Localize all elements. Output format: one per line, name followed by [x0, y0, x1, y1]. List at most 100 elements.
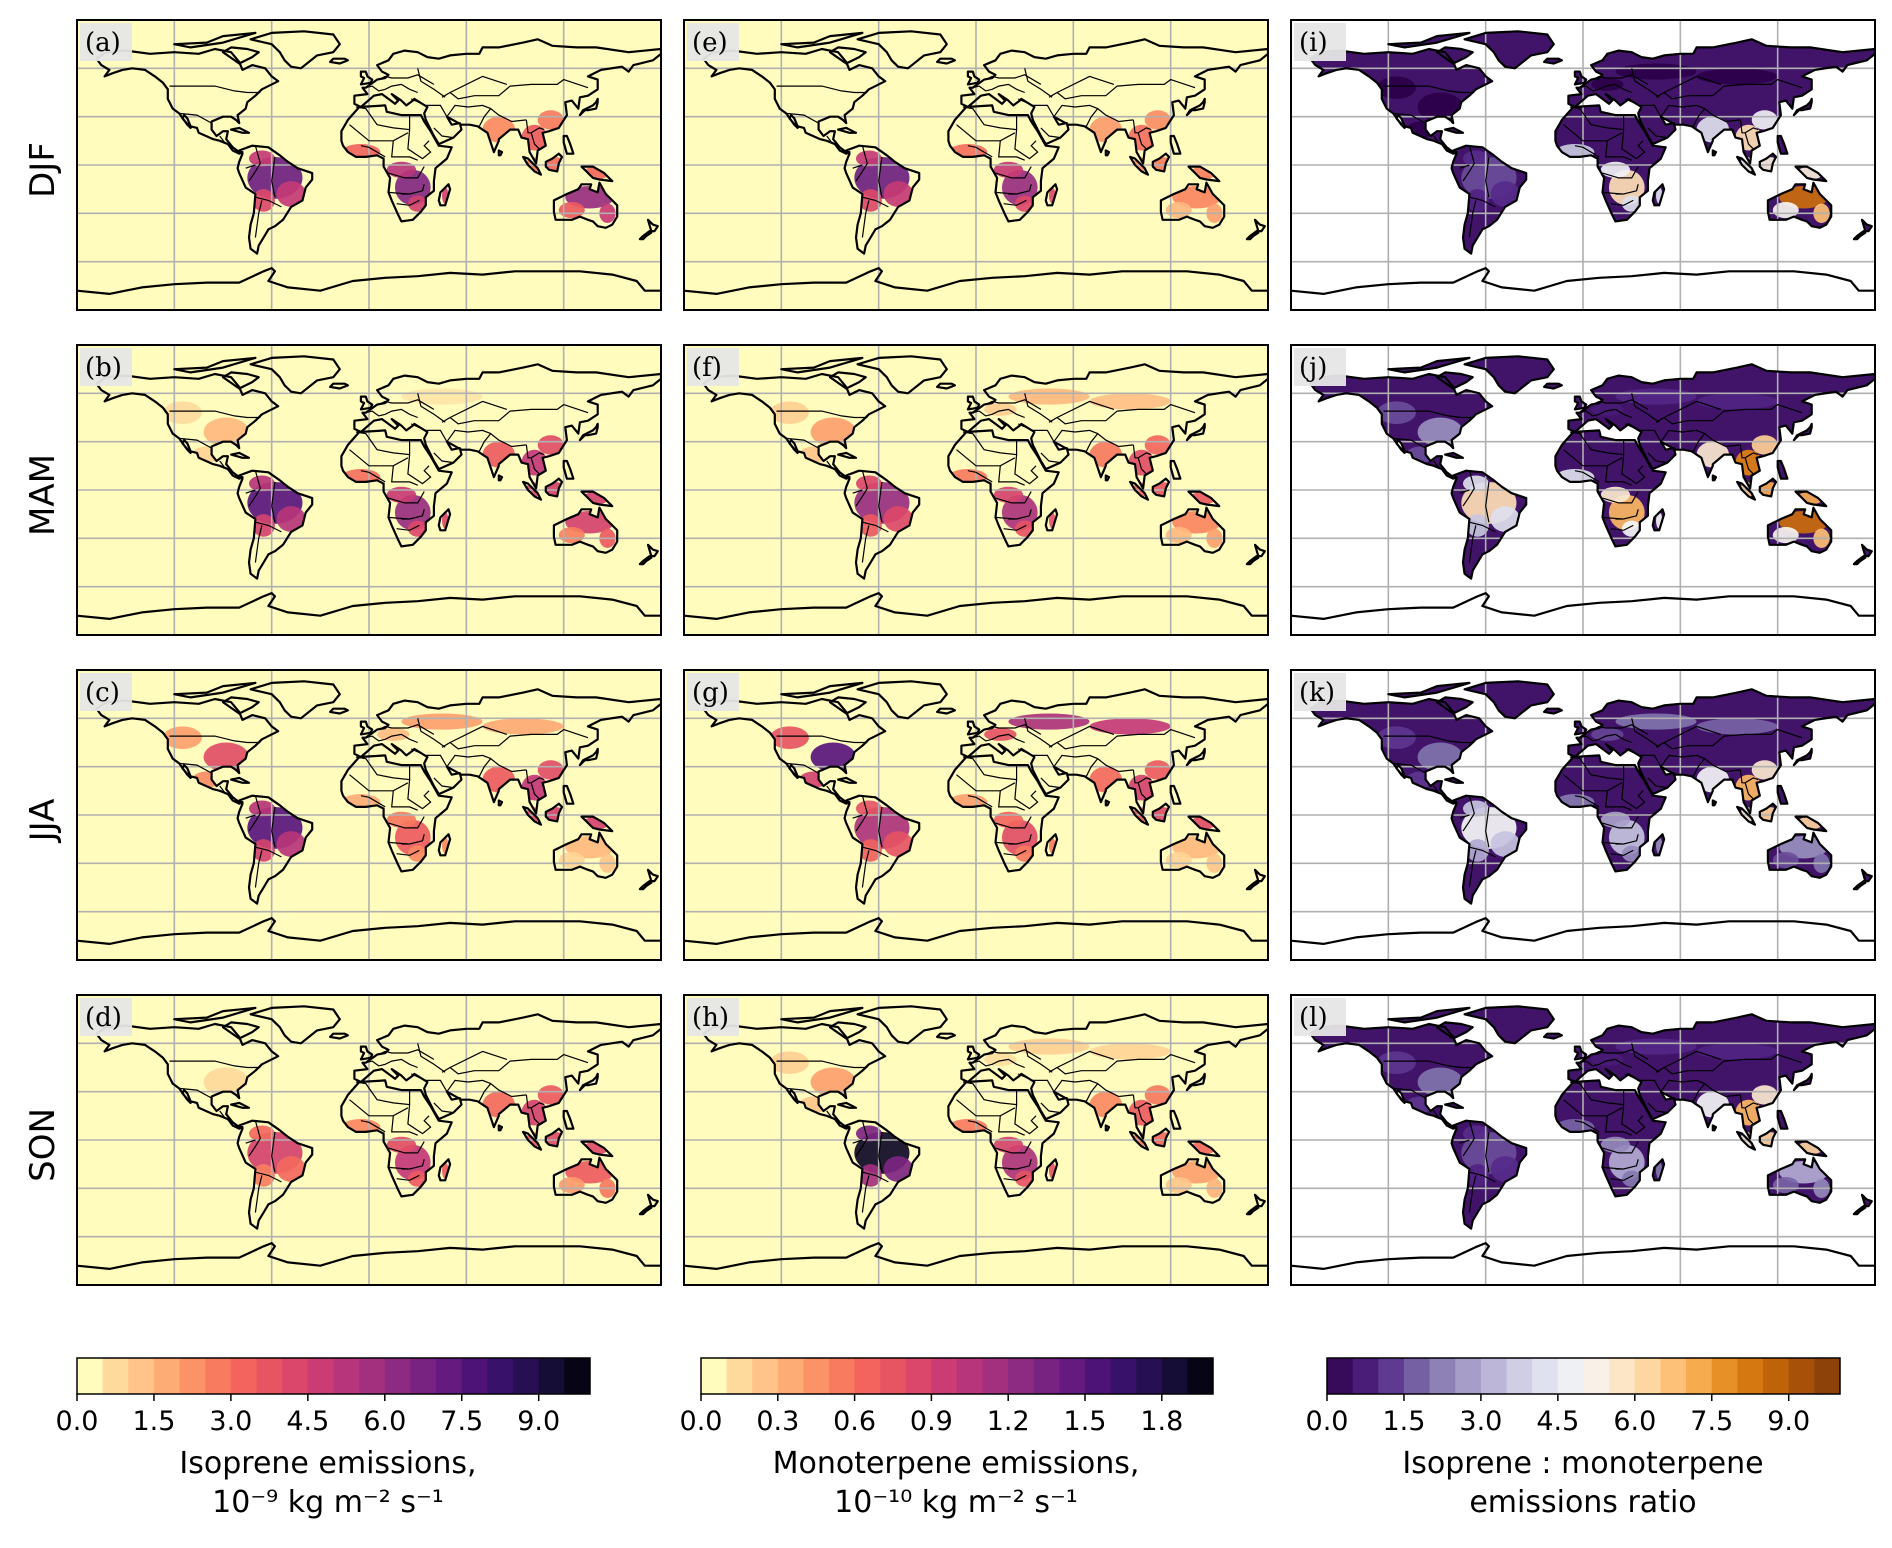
colorbar-cell — [1187, 1358, 1214, 1394]
country-border — [1602, 516, 1622, 520]
panel-label: (h) — [692, 1003, 729, 1033]
country-border — [245, 489, 256, 494]
country-border — [1040, 452, 1061, 464]
coastline-phil — [562, 1109, 575, 1130]
emission-cell-na_east — [1376, 401, 1416, 424]
country-border — [396, 199, 420, 206]
country-border — [530, 457, 540, 475]
country-border — [1574, 1120, 1600, 1133]
country-border — [1017, 1073, 1098, 1093]
emission-cell-se_asia — [1144, 435, 1171, 455]
colorbar-cell — [384, 1358, 411, 1394]
coastline-greenland — [1463, 355, 1555, 395]
country-border — [1017, 98, 1098, 118]
country-border — [391, 140, 418, 161]
country-border — [1579, 83, 1632, 94]
country-border — [1602, 191, 1622, 195]
country-border — [388, 191, 408, 195]
emission-cell-amazon — [855, 150, 882, 167]
gridlines — [684, 670, 1268, 960]
emission-cell-se_asia — [537, 110, 564, 130]
country-border — [1393, 112, 1426, 124]
colorbar-tick-label: 4.5 — [1536, 1406, 1579, 1437]
emission-cell-amazon — [248, 800, 275, 817]
colorbar-cell — [982, 1358, 1009, 1394]
colorbar-cell — [1429, 1358, 1456, 1394]
country-border — [878, 156, 883, 198]
colorbar-ratio-ticks: 0.0 1.5 3.0 4.5 6.0 7.5 9.0 — [1306, 1394, 1810, 1437]
country-border — [985, 724, 1042, 735]
coastline-northamerica — [95, 372, 280, 480]
map-panel-jja-ratio: (k) — [1290, 669, 1876, 961]
coastlines — [77, 680, 661, 945]
coastline-japan — [1792, 747, 1813, 767]
country-border — [1003, 1174, 1027, 1181]
emission-cell-eurasia — [1008, 713, 1090, 730]
country-border — [1563, 449, 1623, 467]
country-border — [365, 733, 418, 744]
coastline-australia — [1766, 1156, 1833, 1204]
coastline-uk — [359, 1045, 374, 1061]
emission-cell-s_africa — [1014, 520, 1035, 537]
coastlines — [684, 680, 1268, 945]
country-border — [1602, 166, 1639, 179]
colorbar-cell — [436, 1358, 463, 1394]
colorbar-cell — [701, 1358, 728, 1394]
country-border — [169, 410, 261, 419]
colorbar-tick-label: 0.0 — [1306, 1406, 1349, 1437]
emission-cell-eurasia — [1591, 403, 1624, 416]
map-panel-son-isoprene: (d) — [76, 994, 662, 1286]
emission-cell-s_africa — [386, 161, 417, 178]
country-border — [1655, 403, 1803, 425]
coastline-eurasia — [960, 38, 1268, 165]
colorbar-cell — [1814, 1358, 1841, 1394]
coastline-northamerica — [1309, 47, 1494, 155]
coastline-newguinea — [580, 815, 614, 833]
country-border — [956, 124, 1016, 142]
emission-cell-eurasia — [377, 1053, 410, 1066]
country-border — [169, 1060, 261, 1069]
gridlines — [77, 345, 661, 635]
country-border — [962, 1081, 1018, 1106]
country-border — [433, 777, 454, 789]
emission-cell-australia — [1779, 1160, 1828, 1184]
emission-cell-australia — [558, 527, 585, 544]
colorbar-monoterpene-cells — [700, 1357, 1214, 1395]
emission-cell-na_east — [1376, 1051, 1416, 1074]
country-border — [998, 1115, 1025, 1136]
coastline-cuba — [837, 451, 858, 459]
country-border — [776, 85, 868, 94]
coastline-newzealand — [1253, 1193, 1266, 1208]
country-border — [1459, 814, 1470, 819]
coastline-cuba — [1444, 1101, 1465, 1109]
colorbar-cell — [1763, 1358, 1790, 1394]
coastline-sumatra — [522, 805, 543, 826]
gridlines — [1291, 670, 1875, 960]
coastline-baffin — [1435, 1021, 1474, 1040]
emission-cell-na_east — [769, 726, 809, 749]
country-border — [441, 728, 589, 750]
country-border — [219, 460, 226, 468]
coastline-japan — [578, 422, 599, 442]
emission-cell-amazon — [883, 181, 913, 207]
country-border — [1433, 1110, 1440, 1118]
coastline-srilanka — [1104, 474, 1111, 482]
coastline-uk — [1573, 1045, 1588, 1061]
country-border — [1631, 393, 1660, 423]
emission-cell-s_africa — [993, 486, 1024, 503]
country-border — [1056, 75, 1115, 94]
emission-cell-s_africa — [1600, 1136, 1631, 1153]
country-border — [1624, 748, 1705, 768]
country-border — [1137, 132, 1147, 150]
colorbar-cell — [957, 1358, 984, 1394]
emission-cell-eurasia — [401, 1038, 483, 1055]
country-border — [1056, 1050, 1115, 1069]
country-border — [248, 1120, 261, 1157]
country-border — [433, 452, 454, 464]
coastline-newguinea — [580, 490, 614, 508]
gridlines — [1291, 20, 1875, 310]
country-border — [1569, 431, 1625, 456]
emission-cell-eurasia — [1615, 388, 1697, 405]
coastline-newzealand_s — [1245, 880, 1260, 891]
coastline-sumatra — [1129, 155, 1150, 176]
